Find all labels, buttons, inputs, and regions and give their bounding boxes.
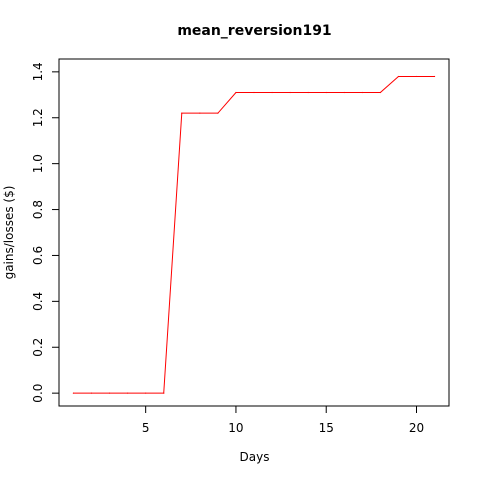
x-tick-label: 15 xyxy=(319,421,334,435)
x-tick-label: 10 xyxy=(228,421,243,435)
data-point xyxy=(361,91,363,94)
data-point xyxy=(397,75,400,78)
y-tick-label: 0.6 xyxy=(31,246,45,265)
data-point xyxy=(181,112,183,114)
data-point xyxy=(271,91,273,94)
y-tick-label: 1.2 xyxy=(31,108,45,127)
data-point xyxy=(108,392,111,394)
data-point xyxy=(199,112,201,114)
y-tick-label: 1.4 xyxy=(31,62,45,81)
y-axis: 0.0 0.2 0.4 0.6 0.8 1.0 1.2 1.4 xyxy=(31,62,59,403)
data-point xyxy=(163,392,165,394)
data-point xyxy=(253,91,255,94)
data-point xyxy=(415,75,418,78)
data-point xyxy=(90,392,93,394)
data-point xyxy=(379,91,381,94)
x-tick-label: 5 xyxy=(142,421,150,435)
data-point xyxy=(307,91,309,94)
y-axis-label: gains/losses ($) xyxy=(2,186,16,280)
x-axis: 5 10 15 20 xyxy=(142,406,424,435)
data-point xyxy=(325,91,327,94)
y-tick-label: 0.4 xyxy=(31,292,45,311)
data-point xyxy=(72,392,75,394)
y-tick-label: 0.2 xyxy=(31,338,45,357)
series-line xyxy=(73,75,435,394)
y-tick-label: 0.0 xyxy=(31,384,45,403)
data-point xyxy=(289,91,291,94)
data-point xyxy=(217,112,219,114)
y-tick-label: 0.8 xyxy=(31,200,45,219)
data-point xyxy=(127,392,129,394)
data-point xyxy=(235,91,237,94)
plot-area-frame xyxy=(58,58,450,407)
series-layer xyxy=(72,75,436,394)
data-point xyxy=(433,75,436,78)
chart-title: mean_reversion191 xyxy=(177,23,331,39)
data-point xyxy=(145,392,147,394)
y-tick-label: 1.0 xyxy=(31,154,45,173)
x-axis-label: Days xyxy=(240,450,270,464)
data-point xyxy=(343,91,345,94)
x-tick-label: 20 xyxy=(409,421,424,435)
